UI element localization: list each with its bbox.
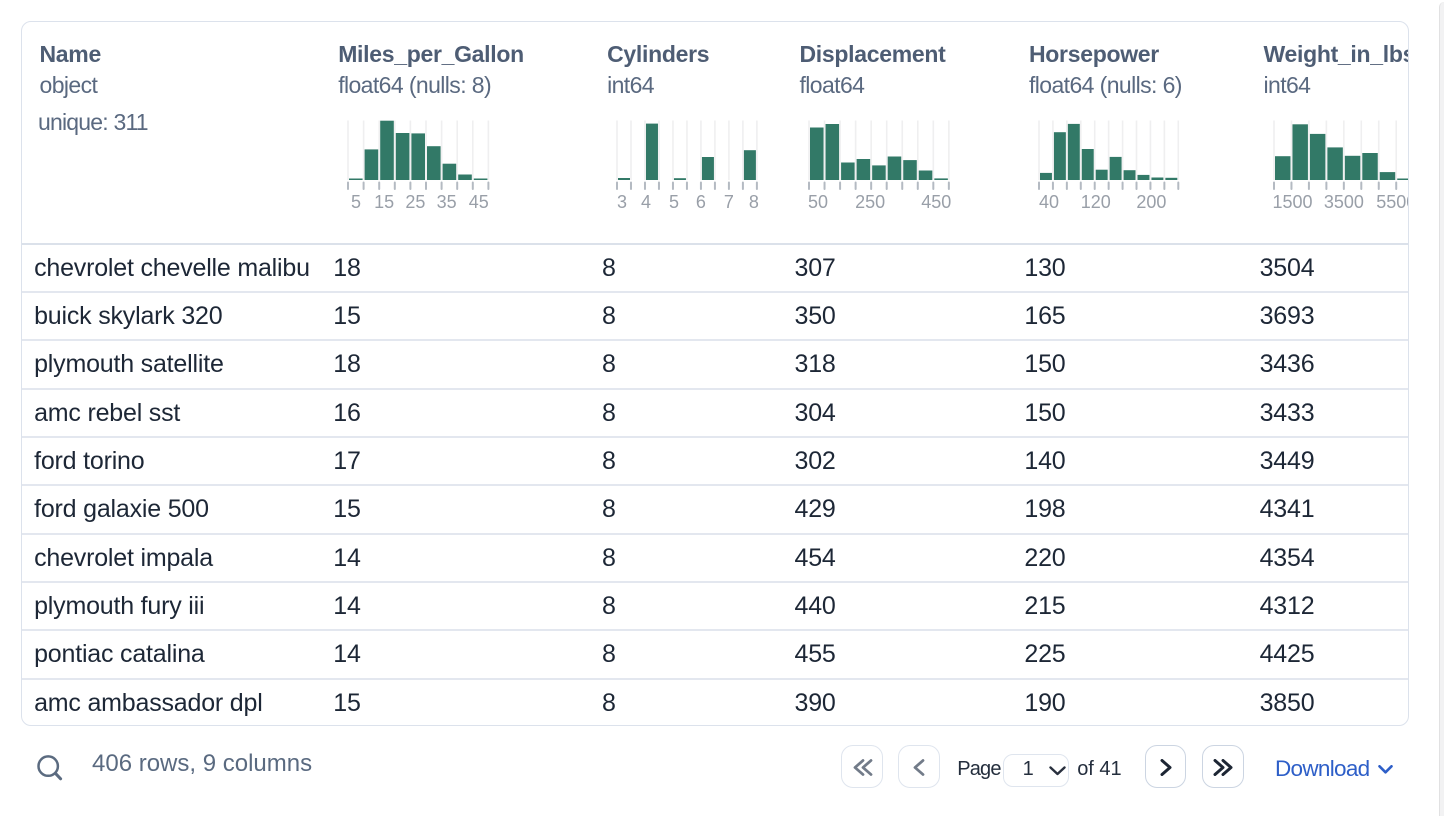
svg-text:8: 8	[749, 192, 759, 212]
svg-text:3: 3	[617, 192, 627, 212]
svg-text:4: 4	[641, 192, 651, 212]
svg-text:45: 45	[469, 192, 489, 212]
svg-text:25: 25	[406, 192, 426, 212]
svg-text:5500: 5500	[1377, 192, 1409, 212]
svg-text:40: 40	[1039, 192, 1059, 212]
svg-text:120: 120	[1081, 192, 1111, 212]
svg-text:3500: 3500	[1324, 192, 1364, 212]
svg-text:6: 6	[696, 192, 706, 212]
svg-text:200: 200	[1137, 192, 1167, 212]
svg-text:250: 250	[855, 192, 885, 212]
svg-text:50: 50	[808, 192, 828, 212]
svg-text:15: 15	[374, 192, 394, 212]
svg-text:5: 5	[669, 192, 679, 212]
svg-text:35: 35	[437, 192, 457, 212]
svg-text:5: 5	[351, 192, 361, 212]
svg-text:7: 7	[724, 192, 734, 212]
svg-text:1500: 1500	[1273, 192, 1313, 212]
svg-text:450: 450	[921, 192, 951, 212]
